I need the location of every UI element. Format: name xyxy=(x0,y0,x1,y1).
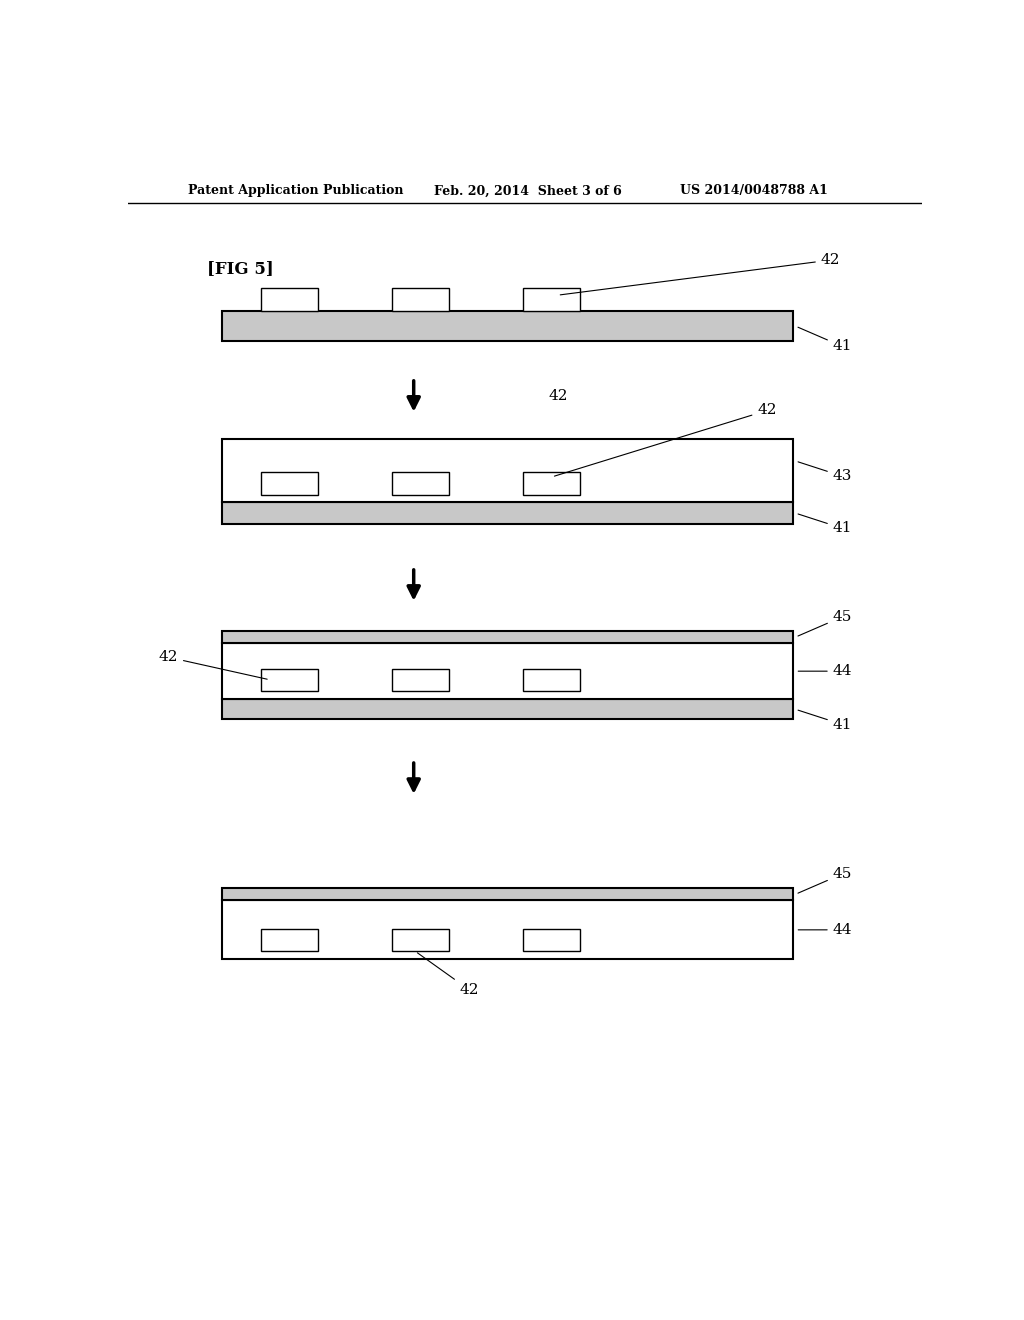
Text: 45: 45 xyxy=(798,610,852,636)
Text: 44: 44 xyxy=(798,923,852,937)
Bar xyxy=(221,643,793,700)
Text: Feb. 20, 2014  Sheet 3 of 6: Feb. 20, 2014 Sheet 3 of 6 xyxy=(433,185,622,198)
Text: US 2014/0048788 A1: US 2014/0048788 A1 xyxy=(680,185,827,198)
Bar xyxy=(523,669,581,690)
Bar xyxy=(221,631,793,643)
Bar xyxy=(392,289,450,312)
Bar xyxy=(221,700,793,719)
Text: 42: 42 xyxy=(560,253,841,294)
Text: 44: 44 xyxy=(798,664,852,678)
Bar xyxy=(392,929,450,952)
Text: 41: 41 xyxy=(798,710,852,731)
Text: 42: 42 xyxy=(549,389,568,403)
Bar xyxy=(523,929,581,952)
Bar xyxy=(392,473,450,495)
Bar xyxy=(261,289,318,312)
Bar xyxy=(261,929,318,952)
Text: 42: 42 xyxy=(159,651,267,680)
Text: 42: 42 xyxy=(418,953,479,997)
Text: Patent Application Publication: Patent Application Publication xyxy=(187,185,403,198)
Bar xyxy=(221,312,793,342)
Bar xyxy=(523,473,581,495)
Text: [FIG 5]: [FIG 5] xyxy=(207,260,274,277)
Text: 45: 45 xyxy=(798,867,852,894)
Bar xyxy=(221,440,793,502)
Bar xyxy=(261,473,318,495)
Bar xyxy=(221,888,793,900)
Bar xyxy=(392,669,450,690)
Bar xyxy=(221,900,793,960)
Bar xyxy=(221,502,793,524)
Text: 43: 43 xyxy=(798,462,852,483)
Text: 42: 42 xyxy=(554,404,777,477)
Text: 41: 41 xyxy=(798,513,852,536)
Bar xyxy=(523,289,581,312)
Text: 41: 41 xyxy=(798,327,852,354)
Bar xyxy=(261,669,318,690)
